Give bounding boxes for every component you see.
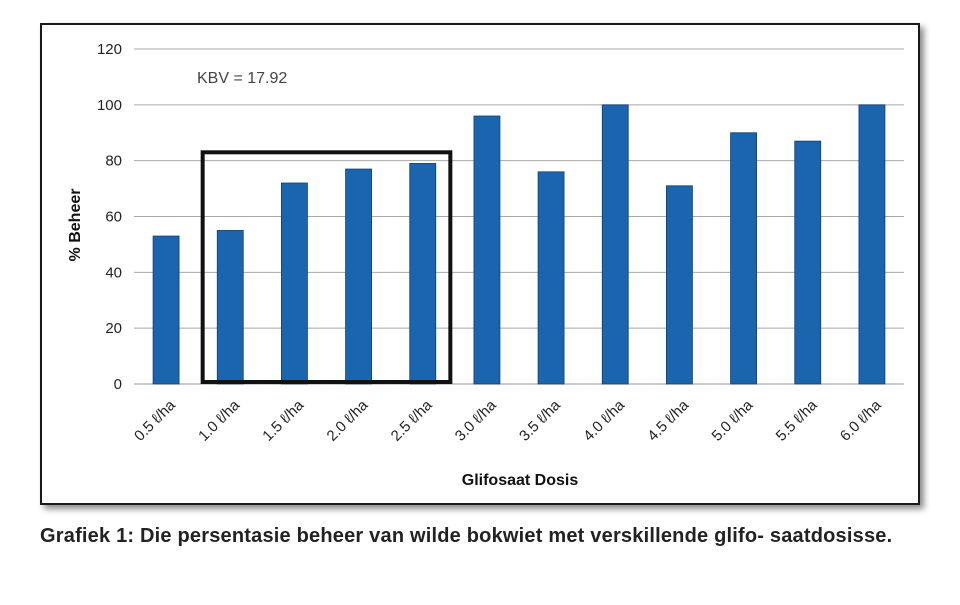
x-tick-label: 4.0 ℓ/ha <box>580 396 628 444</box>
y-tick-label: 120 <box>97 41 122 58</box>
x-tick-label: 1.5 ℓ/ha <box>259 396 307 444</box>
y-tick-labels: 0 20 40 60 80 100 120 <box>97 41 122 393</box>
x-tick-label: 2.5 ℓ/ha <box>388 396 436 444</box>
y-tick-label: 60 <box>105 209 122 226</box>
bar <box>730 132 757 385</box>
x-tick-label: 0.5 ℓ/ha <box>131 396 179 444</box>
bar-chart: 0 20 40 60 80 100 120 0.5 ℓ/ha 1.0 ℓ/ha 1.5 ℓ/ha… <box>67 41 904 489</box>
y-tick-label: 20 <box>105 320 122 337</box>
x-tick-labels: 0.5 ℓ/ha 1.0 ℓ/ha 1.5 ℓ/ha 2.0 ℓ/ha 2.5 ℓ/ha… <box>131 396 885 444</box>
bars <box>152 104 886 385</box>
x-tick-label: 5.0 ℓ/ha <box>709 396 757 444</box>
chart-frame: 0 20 40 60 80 100 120 0.5 ℓ/ha 1.0 ℓ/ha 1.5 ℓ/ha… <box>40 23 920 505</box>
x-tick-label: 6.0 ℓ/ha <box>837 396 885 444</box>
x-tick-label: 4.5 ℓ/ha <box>644 396 692 444</box>
bar <box>281 182 308 385</box>
bar <box>858 104 886 385</box>
figure-caption: Grafiek 1: Die persentasie beheer van wi… <box>40 525 893 547</box>
y-tick-label: 80 <box>105 153 122 170</box>
y-tick-label: 0 <box>114 376 122 393</box>
kbv-annotation: KBV = 17.92 <box>197 70 287 87</box>
x-tick-label: 3.5 ℓ/ha <box>516 396 564 444</box>
x-tick-label: 2.0 ℓ/ha <box>324 396 372 444</box>
bar <box>216 230 244 385</box>
y-axis-title: % Beheer <box>67 189 84 262</box>
bar <box>152 235 180 385</box>
bar <box>537 171 565 385</box>
x-axis-title: Glifosaat Dosis <box>462 472 579 489</box>
bar <box>473 115 501 385</box>
x-tick-label: 5.5 ℓ/ha <box>773 396 821 444</box>
gridlines <box>134 48 904 385</box>
x-tick-label: 1.0 ℓ/ha <box>195 396 243 444</box>
bar <box>794 140 822 385</box>
x-tick-label: 3.0 ℓ/ha <box>452 396 500 444</box>
bar <box>601 104 629 385</box>
bar <box>345 168 372 385</box>
y-tick-label: 40 <box>105 264 122 281</box>
highlight-box <box>200 150 453 384</box>
bar <box>666 185 693 385</box>
y-tick-label: 100 <box>97 97 122 114</box>
bar <box>409 163 437 385</box>
